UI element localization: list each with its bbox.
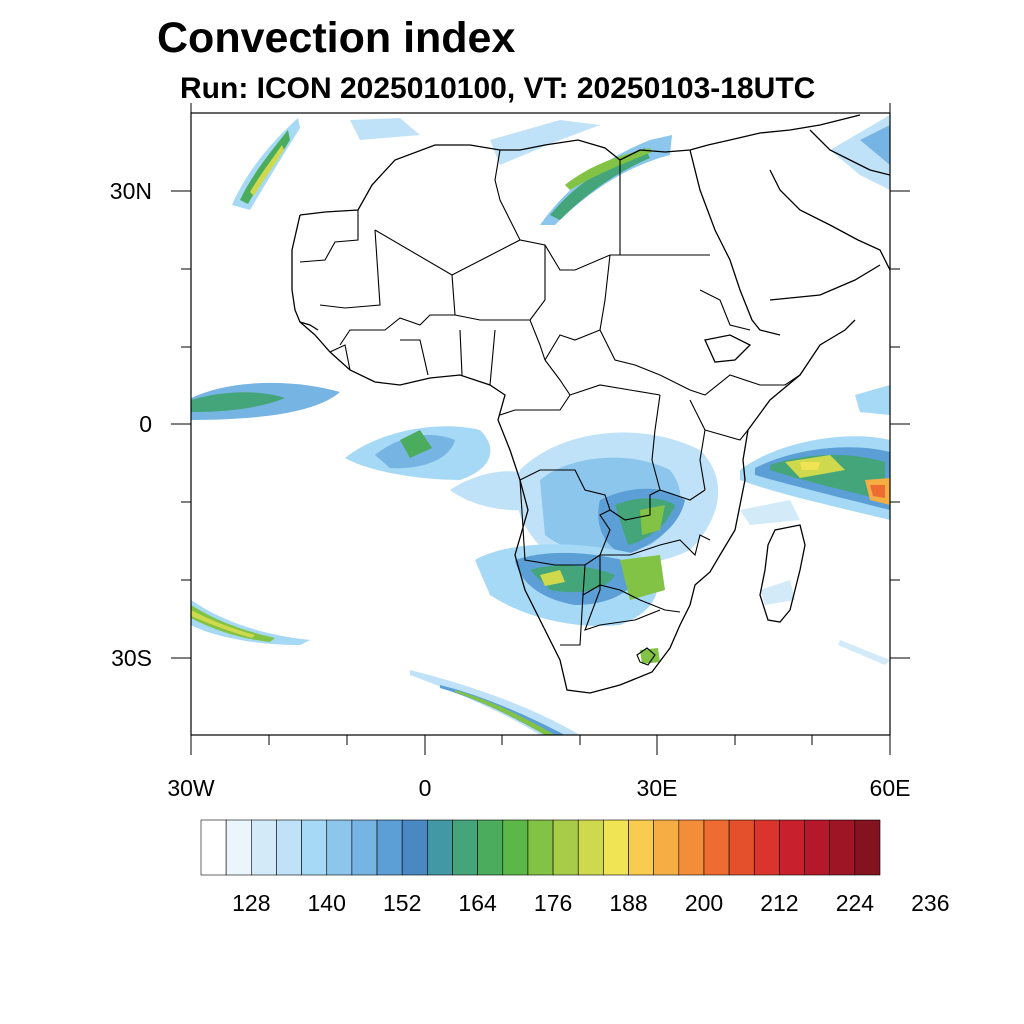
colorbar-swatch: [728, 819, 755, 876]
lon-label-30w: 30W: [167, 775, 215, 801]
colorbar-swatch: [527, 819, 554, 876]
colorbar-swatch: [653, 819, 680, 876]
colorbar-tick-label: 128: [232, 890, 271, 916]
colorbar-swatch: [376, 819, 403, 876]
colorbar-tick-label: 188: [609, 890, 648, 916]
colorbar-swatch: [452, 819, 478, 876]
colorbar-tick-label: 224: [835, 890, 875, 916]
colorbar-swatch: [251, 819, 277, 876]
colorbar-swatch: [427, 819, 453, 876]
coastlines: [291, 114, 890, 694]
colorbar-tick-label: 176: [533, 890, 573, 916]
colorbar-swatch: [552, 819, 579, 876]
country-borders: [299, 149, 801, 666]
convection-field: [191, 115, 890, 735]
colorbar-tick-label: 212: [760, 890, 799, 916]
colorbar-swatch: [854, 819, 881, 876]
colorbar-tick-label: 140: [307, 890, 346, 916]
colorbar-tick-label: 236: [911, 890, 950, 916]
colorbar-swatch: [753, 819, 780, 876]
colorbar-swatch: [502, 819, 529, 876]
colorbar-swatch: [628, 819, 654, 876]
colorbar-swatch: [678, 819, 705, 876]
colorbar-swatch: [401, 819, 428, 876]
lat-label-0: 0: [139, 411, 152, 437]
lat-label-30n: 30N: [109, 178, 152, 204]
lon-label-30e: 30E: [636, 775, 678, 801]
colorbar-swatch: [577, 819, 604, 876]
colorbar-swatch: [603, 819, 629, 876]
map-subtitle: Run: ICON 2025010100, VT: 20250103-18UTC: [180, 72, 816, 105]
colorbar-swatch: [804, 819, 831, 876]
colorbar-tick-label: 164: [458, 890, 497, 916]
colorbar: [200, 819, 881, 876]
colorbar-swatch: [703, 819, 730, 876]
colorbar-swatch: [326, 819, 353, 876]
axis-ticks: [171, 103, 910, 755]
map-title: Convection index: [157, 14, 516, 62]
colorbar-swatch: [225, 819, 252, 876]
colorbar-swatch: [301, 819, 328, 876]
lat-label-30s: 30S: [111, 645, 152, 671]
colorbar-swatch: [477, 819, 504, 876]
colorbar-swatch: [276, 819, 302, 876]
colorbar-swatch: [829, 819, 856, 876]
lon-label-60e: 60E: [869, 775, 911, 801]
colorbar-tick-label: 152: [383, 890, 422, 916]
colorbar-tick-label: 200: [684, 890, 724, 916]
lon-label-0: 0: [418, 775, 432, 801]
colorbar-swatch: [351, 819, 378, 876]
colorbar-swatch: [200, 819, 227, 876]
colorbar-swatch: [779, 819, 805, 876]
